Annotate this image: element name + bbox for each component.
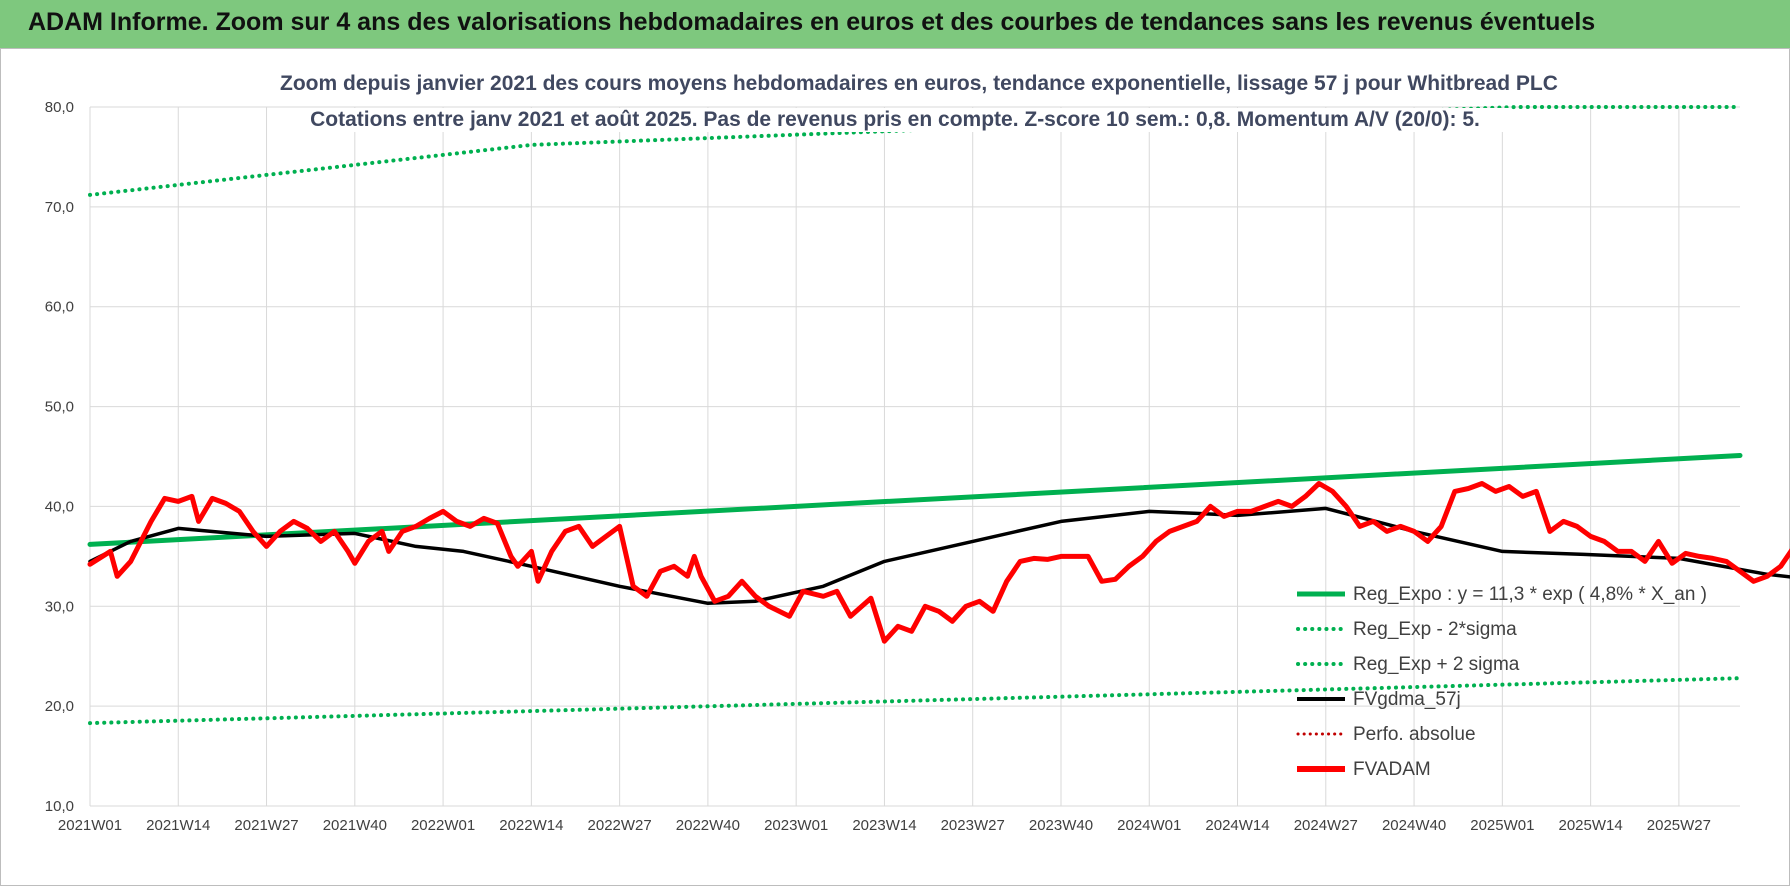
x-tick-label: 2023W14 bbox=[852, 817, 916, 834]
x-tick-label: 2024W14 bbox=[1205, 817, 1269, 834]
series-reg-expo bbox=[87, 453, 1743, 547]
x-tick-label: 2023W40 bbox=[1029, 817, 1093, 834]
x-tick-label: 2025W01 bbox=[1470, 817, 1534, 834]
x-tick-label: 2024W40 bbox=[1382, 817, 1446, 834]
legend-label-reg-exp-minus: Reg_Exp - 2*sigma bbox=[1353, 619, 1517, 640]
x-tick-label: 2023W01 bbox=[764, 817, 828, 834]
x-tick-label: 2024W27 bbox=[1294, 817, 1358, 834]
x-tick-label: 2025W27 bbox=[1647, 817, 1711, 834]
y-tick-label: 70,0 bbox=[45, 199, 74, 216]
series-fvadam bbox=[87, 481, 1790, 644]
y-tick-label: 20,0 bbox=[45, 698, 74, 715]
report-banner: ADAM Informe. Zoom sur 4 ans des valoris… bbox=[0, 0, 1790, 49]
y-tick-label: 30,0 bbox=[45, 598, 74, 615]
y-tick-label: 80,0 bbox=[45, 99, 74, 116]
x-tick-label: 2021W27 bbox=[234, 817, 298, 834]
y-tick-label: 10,0 bbox=[45, 798, 74, 815]
x-tick-label: 2025W14 bbox=[1559, 817, 1623, 834]
y-tick-label: 60,0 bbox=[45, 299, 74, 316]
x-tick-label: 2021W01 bbox=[58, 817, 122, 834]
series-reg-exp-minus bbox=[88, 676, 1742, 726]
legend-label-fvadam: FVADAM bbox=[1353, 759, 1431, 780]
chart-title: Zoom depuis janvier 2021 des cours moyen… bbox=[280, 72, 1558, 96]
y-tick-label: 50,0 bbox=[45, 399, 74, 416]
x-tick-label: 2024W01 bbox=[1117, 817, 1181, 834]
x-tick-label: 2022W01 bbox=[411, 817, 475, 834]
report-title: ADAM Informe. Zoom sur 4 ans des valoris… bbox=[28, 8, 1596, 36]
y-tick-label: 40,0 bbox=[45, 498, 74, 515]
chart-subtitle: Cotations entre janv 2021 et août 2025. … bbox=[280, 108, 1510, 132]
legend-label-reg-exp-plus: Reg_Exp + 2 sigma bbox=[1353, 654, 1520, 675]
legend-label-fvgdma: FVgdma_57j bbox=[1353, 689, 1461, 710]
x-tick-label: 2022W40 bbox=[676, 817, 740, 834]
legend-label-perfo: Perfo. absolue bbox=[1353, 724, 1476, 745]
x-tick-label: 2023W27 bbox=[941, 817, 1005, 834]
x-tick-label: 2021W40 bbox=[323, 817, 387, 834]
x-tick-label: 2021W14 bbox=[146, 817, 210, 834]
x-tick-label: 2022W14 bbox=[499, 817, 563, 834]
x-tick-label: 2022W27 bbox=[588, 817, 652, 834]
legend-label-reg-expo: Reg_Expo : y = 11,3 * exp ( 4,8% * X_an … bbox=[1353, 584, 1707, 605]
